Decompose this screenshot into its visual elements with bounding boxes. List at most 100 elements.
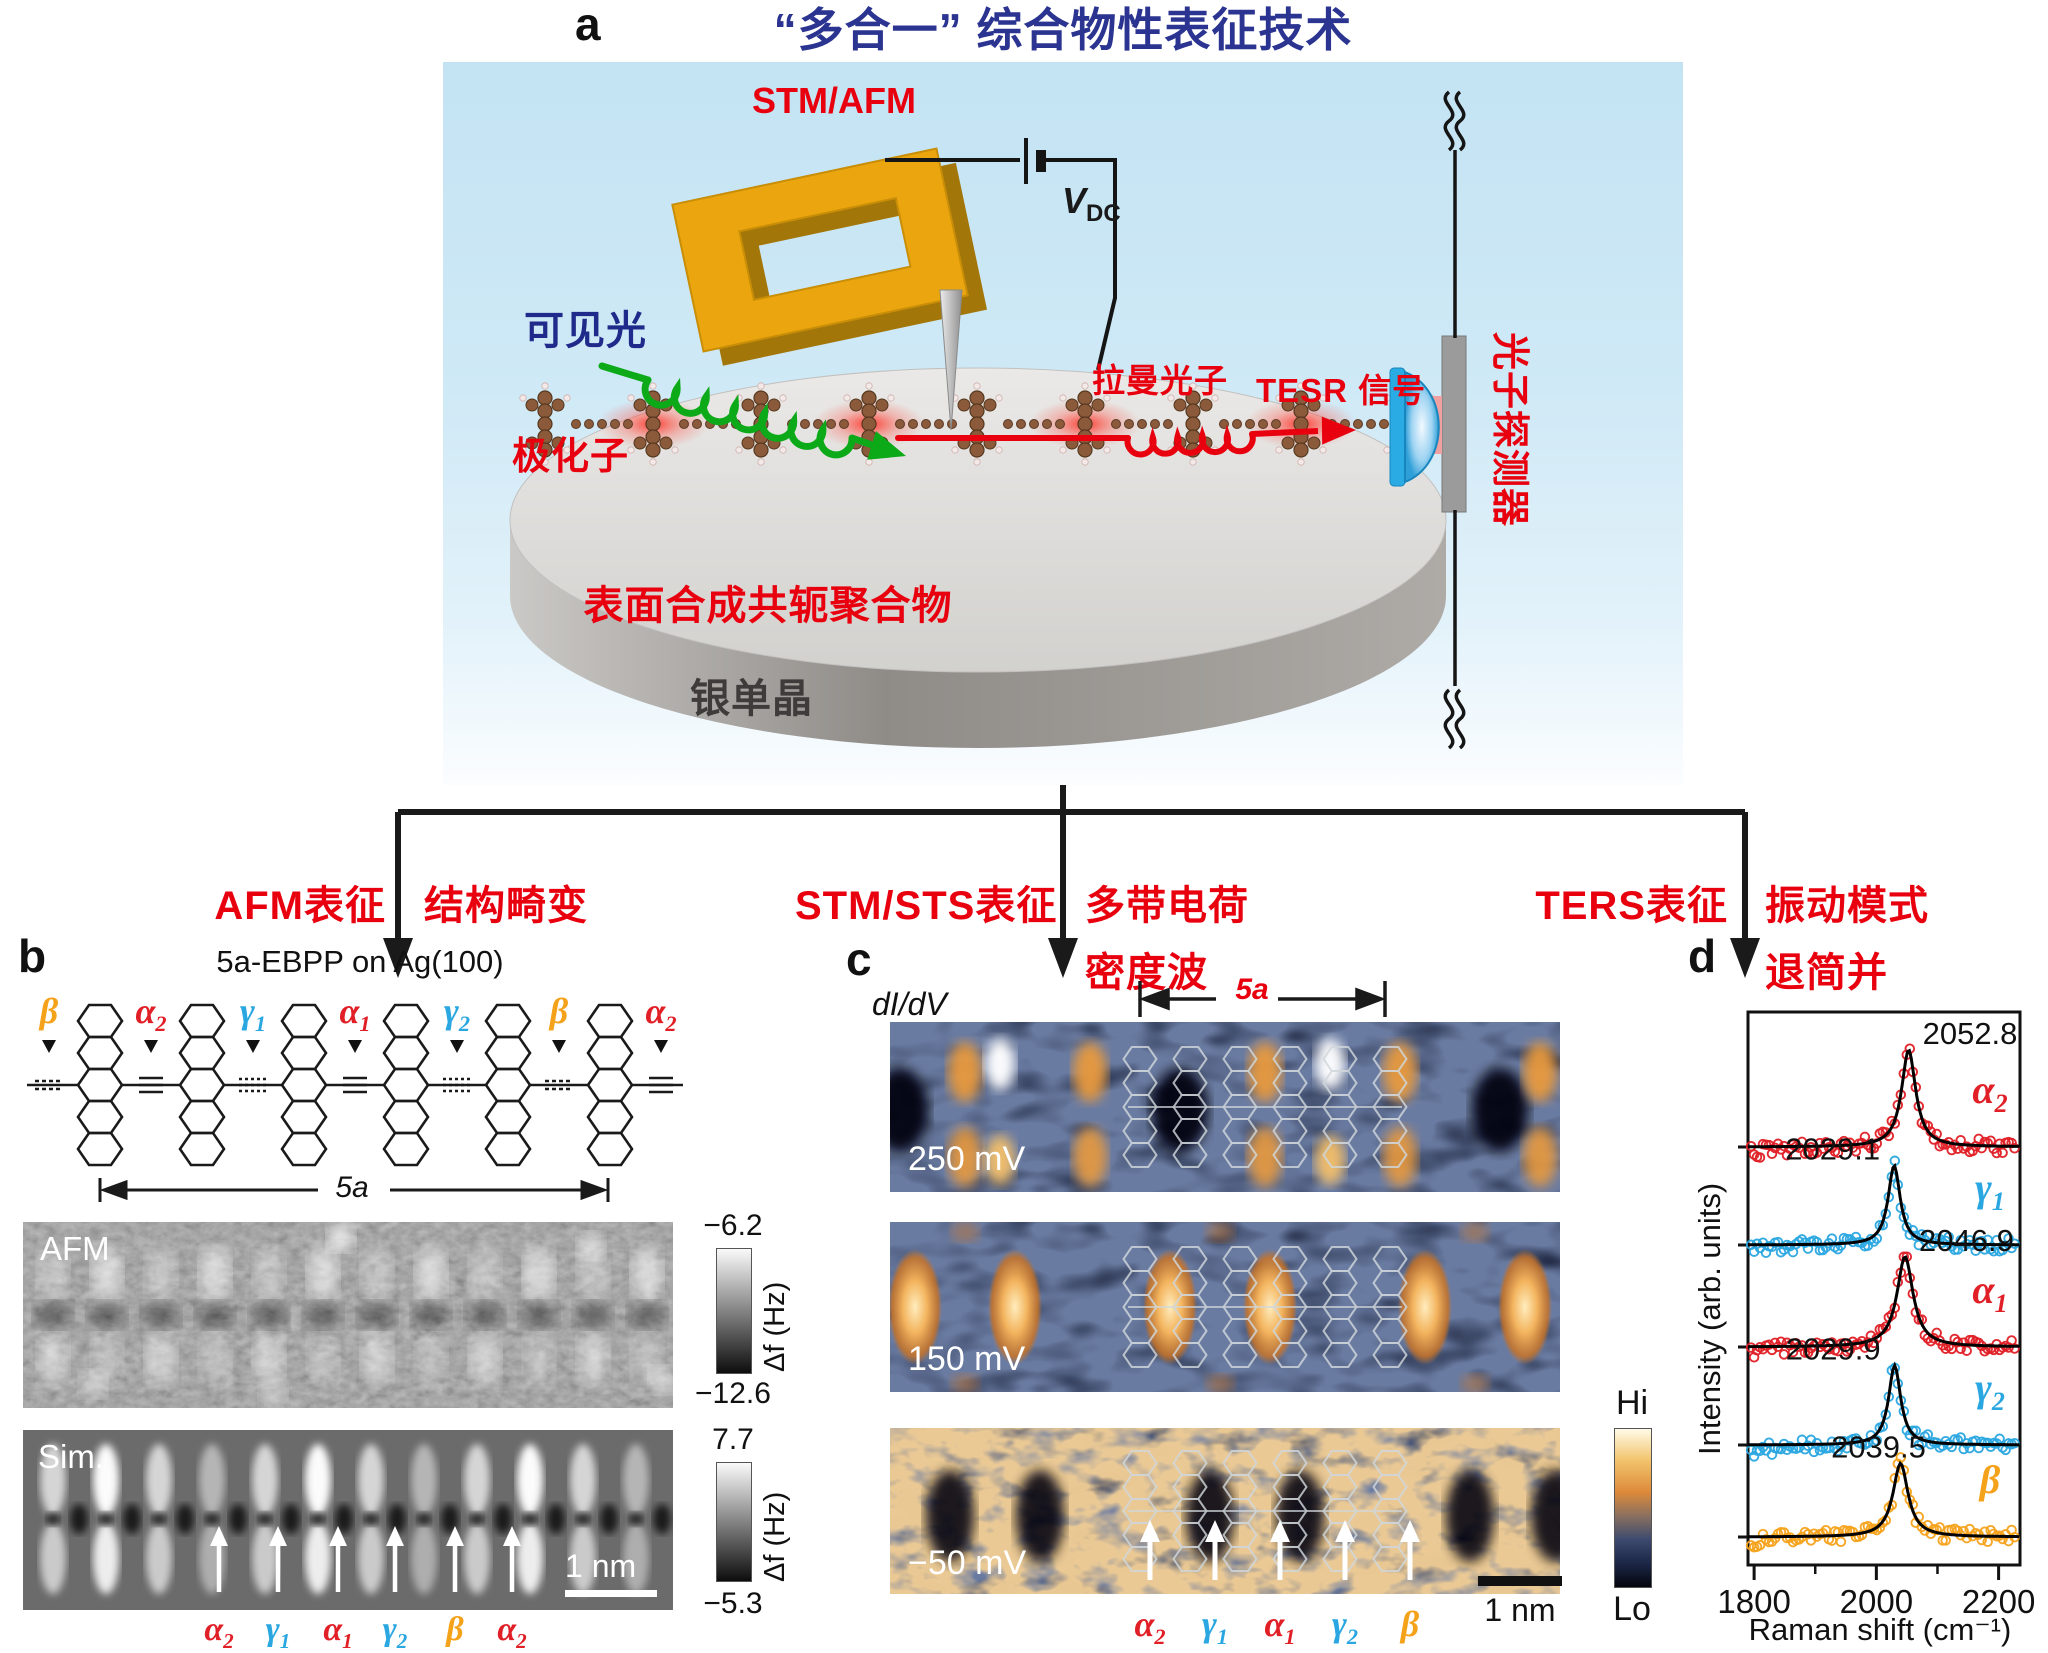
- molecule-overlay: [1122, 1046, 1408, 1168]
- peak-value-label: 2052.8: [1923, 1016, 2018, 1051]
- branch-arrowheads: [383, 938, 1760, 978]
- branch-connector: [395, 785, 1748, 940]
- mode-label-α2: α2: [204, 1611, 234, 1653]
- molecule-overlay: [1122, 1246, 1408, 1368]
- chemical-structure: [27, 1003, 683, 1202]
- sim-texture: [40, 1444, 671, 1594]
- bond-label: γ1: [223, 991, 283, 1037]
- mode-label-γ1: γ1: [1201, 1604, 1229, 1650]
- visible-light-label: 可见光: [524, 309, 647, 353]
- x-axis-ticks: 1800 2000 2200: [1717, 1565, 2035, 1620]
- acene-backbone: [27, 1003, 683, 1167]
- battery-icon: [1024, 138, 1046, 184]
- afm-colorbar-min: −12.6: [695, 1377, 771, 1410]
- mode-label: β: [1978, 1457, 2001, 1502]
- figure-title: “多合一” 综合物性表征技术: [773, 4, 1353, 56]
- site-label: α2: [482, 1612, 542, 1652]
- bond-pointer-icon: [552, 1040, 566, 1053]
- bias-label-1: 250 mV: [908, 1140, 1026, 1178]
- c-scalebar: [1478, 1576, 1562, 1586]
- afm-colorbar: [716, 1248, 752, 1374]
- bond-pointer-icon: [654, 1040, 668, 1053]
- c-colorbar-lo: Lo: [1613, 1590, 1651, 1628]
- bond-pointer-icon: [42, 1040, 56, 1053]
- mode-label: γ1: [1975, 1165, 2005, 1216]
- svg-text:2200: 2200: [1962, 1583, 2035, 1620]
- sim-colorbar-min: −5.3: [703, 1587, 763, 1620]
- ters-result-label-2: 退简并: [1765, 951, 1888, 995]
- raman-series-alpha1: 2046.9 α1: [1738, 1223, 2020, 1363]
- site-arrows-sim: [210, 1526, 521, 1592]
- site-label: γ2: [365, 1612, 425, 1652]
- mode-label-α1: α1: [339, 991, 371, 1037]
- unit-cell-span-label-c: 5a: [1235, 973, 1269, 1006]
- raman-photon-label: 拉曼光子: [1092, 362, 1228, 399]
- afm-image: [23, 1222, 673, 1408]
- bias-circuit-wire: [885, 158, 1117, 371]
- detector-wire: [1443, 90, 1466, 750]
- sim-image-label: Sim.: [38, 1438, 104, 1475]
- mode-label-β: β: [446, 1611, 464, 1648]
- bond-pointer-icon: [450, 1040, 464, 1053]
- svg-text:2000: 2000: [1840, 1583, 1913, 1620]
- unit-cell-span-arrow-c: [1138, 981, 1387, 1017]
- mode-label-γ1: γ1: [239, 991, 267, 1037]
- mode-label-α2: α2: [497, 1611, 527, 1653]
- ters-result-label: 振动模式: [1765, 884, 1929, 928]
- afm-texture: [35, 1225, 673, 1407]
- site-label: γ1: [248, 1612, 308, 1652]
- sim-scalebar: [565, 1590, 657, 1597]
- sts-result-label-2: 密度波: [1085, 951, 1208, 995]
- mode-label-γ1: γ1: [265, 1611, 291, 1653]
- peak-value-label: 2029.1: [1785, 1132, 1880, 1167]
- mode-label: γ2: [1975, 1365, 2005, 1416]
- circuit-break-icon: [1443, 688, 1455, 750]
- site-label: α2: [189, 1612, 249, 1652]
- panel-c-label: c: [846, 933, 872, 985]
- raman-series-gamma1: 2029.1 γ1: [1738, 1132, 2020, 1258]
- mode-label-α2: α2: [1134, 1604, 1166, 1650]
- bond-label: α2: [121, 992, 181, 1036]
- sts-result-label: 多带电荷: [1085, 884, 1249, 928]
- site-label: α2: [1120, 1604, 1180, 1650]
- bond-pointer-icon: [348, 1040, 362, 1053]
- mode-label-α2: α2: [645, 991, 677, 1037]
- site-label: α1: [308, 1612, 368, 1652]
- substrate-label: 银单晶: [690, 677, 813, 721]
- c-colorbar: [1614, 1428, 1652, 1588]
- mode-label-β: β: [39, 991, 59, 1031]
- circuit-break-icon: [1443, 90, 1455, 152]
- panel-b-label: b: [18, 930, 47, 982]
- sim-scalebar-label: 1 nm: [565, 1548, 637, 1584]
- didv-map-neg50mV: [890, 1428, 1560, 1594]
- bias-voltage-label: VDC: [1062, 180, 1121, 228]
- didv-map-250mV: [890, 1022, 1560, 1192]
- site-label: γ2: [1315, 1604, 1375, 1650]
- raman-series-gamma2: 2029.9 γ2: [1738, 1332, 2020, 1462]
- panel-d-label: d: [1688, 930, 1717, 982]
- afm-result-label: 结构畸变: [424, 884, 588, 928]
- afm-colorbar-axis: Δf (Hz): [759, 1281, 791, 1372]
- mode-label-γ2: γ2: [443, 991, 471, 1037]
- mode-label-β: β: [549, 991, 569, 1031]
- site-label: γ1: [1185, 1604, 1245, 1650]
- mode-label-α1: α1: [1264, 1604, 1296, 1650]
- didv-map-150mV: [890, 1222, 1560, 1392]
- peak-value-label: 2029.9: [1786, 1332, 1881, 1367]
- mode-label-α1: α1: [323, 1611, 353, 1653]
- svg-text:1800: 1800: [1717, 1583, 1790, 1620]
- polymer-label: 表面合成共轭聚合物: [583, 584, 953, 628]
- c-colorbar-hi: Hi: [1615, 1384, 1649, 1422]
- bond-label: β: [19, 991, 79, 1031]
- site-arrows-map: [1140, 1520, 1420, 1580]
- sts-method-label: STM/STS表征: [795, 884, 1058, 928]
- panel-a-schematic: [383, 62, 1760, 978]
- panel-b-title: 5a-EBPP on Ag(100): [216, 944, 504, 979]
- sim-colorbar: [716, 1462, 752, 1582]
- site-label: β: [425, 1612, 485, 1648]
- sim-colorbar-max: 7.7: [712, 1423, 754, 1456]
- mode-label-γ2: γ2: [1331, 1604, 1359, 1650]
- tuning-fork-sensor: [671, 147, 988, 366]
- mode-label-γ2: γ2: [382, 1611, 408, 1653]
- panel-a-label: a: [575, 0, 601, 50]
